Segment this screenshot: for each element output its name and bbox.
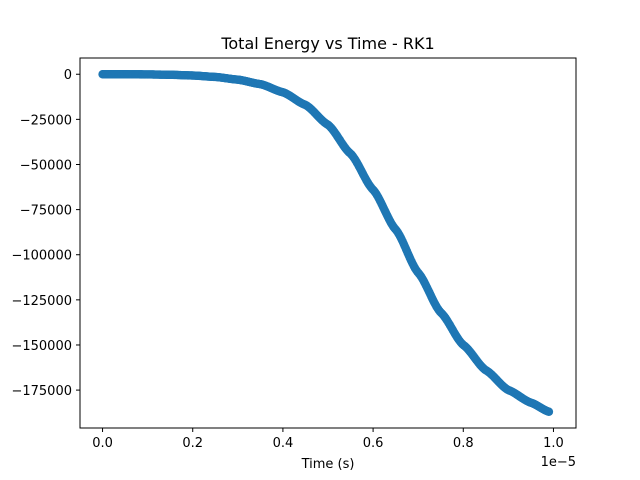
- x-tick-label: 0.0: [92, 436, 113, 451]
- y-tick-label: −75000: [20, 204, 72, 219]
- x-axis-offset-text: 1e−5: [541, 455, 576, 470]
- x-tick-label: 0.4: [273, 436, 294, 451]
- y-tick-label: −50000: [20, 158, 72, 173]
- chart-title: Total Energy vs Time - RK1: [220, 34, 434, 53]
- y-axis-ticks: 0 −25000 −50000 −75000 −100000 −125000 −150000…: [11, 68, 80, 399]
- axes-frame: [79, 57, 577, 429]
- y-tick-label: 0: [64, 68, 72, 83]
- x-tick-label: 0.6: [363, 436, 384, 451]
- x-axis-label: Time (s): [301, 457, 355, 472]
- y-tick-label: −150000: [11, 339, 72, 354]
- y-tick-label: −100000: [11, 249, 72, 264]
- x-tick-label: 0.2: [182, 436, 203, 451]
- x-tick-label: 1.0: [543, 436, 564, 451]
- y-tick-label: −125000: [11, 294, 72, 309]
- data-point: [544, 407, 554, 416]
- x-tick-label: 0.8: [453, 436, 474, 451]
- plot-area: 0.0 0.2 0.4 0.6 0.8 1.0 0 −25000 −50000 −75000 −1…: [11, 57, 577, 451]
- y-tick-label: −175000: [11, 384, 72, 399]
- y-tick-label: −25000: [20, 113, 72, 128]
- x-axis-ticks: 0.0 0.2 0.4 0.6 0.8 1.0: [92, 428, 564, 451]
- data-points: [98, 70, 554, 416]
